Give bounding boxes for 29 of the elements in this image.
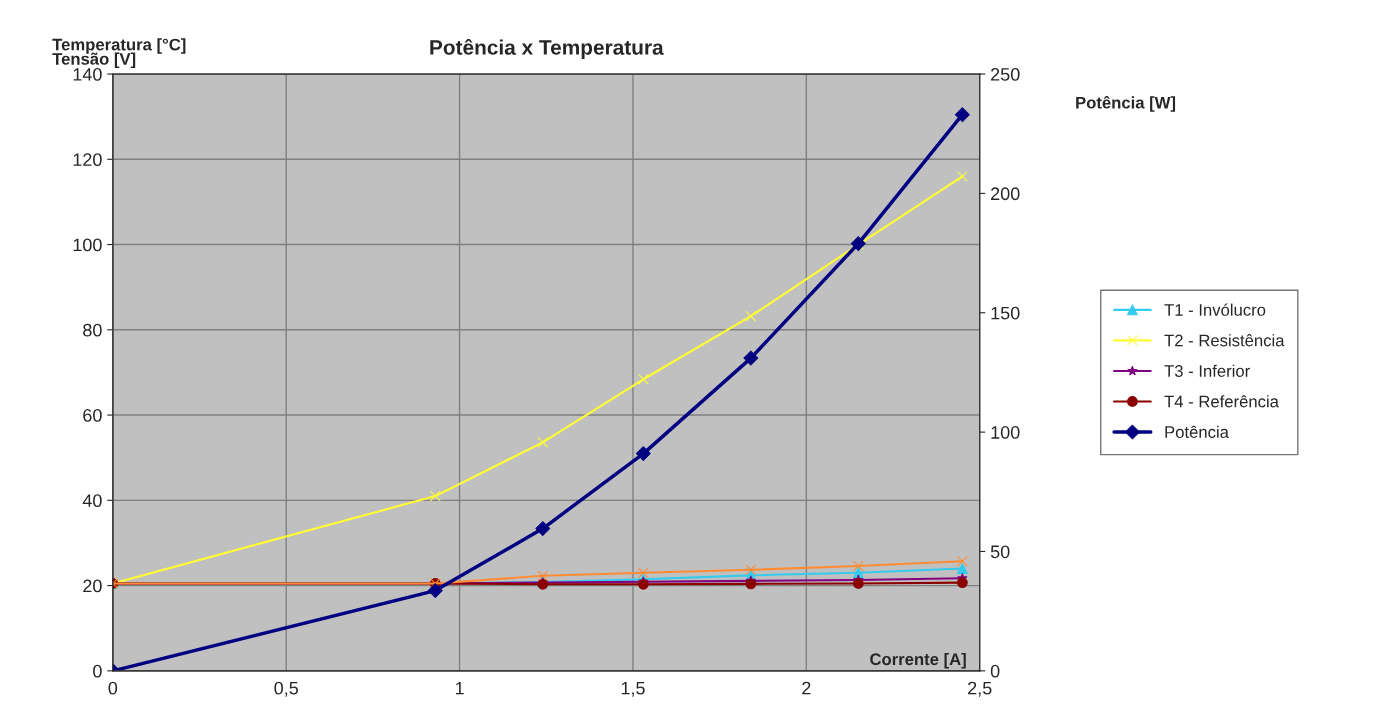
y-tick-label: 20 — [83, 579, 102, 593]
y2-tick-label: 200 — [991, 187, 1020, 201]
y-tick-label: 0 — [93, 664, 102, 678]
x-tick-label: 2 — [802, 681, 811, 695]
y2-tick-label: 150 — [991, 306, 1020, 320]
x-tick-label: 2,5 — [968, 681, 992, 697]
legend-label: T1 - Invólucro — [1164, 303, 1266, 316]
y-tick-label: 100 — [73, 238, 102, 252]
y2-tick-label: 50 — [990, 545, 1010, 559]
y-tick-label: 80 — [83, 323, 102, 337]
y-tick-label: 120 — [73, 153, 102, 167]
legend-label: T4 - Referência — [1164, 395, 1279, 408]
chart-title: Potência x Temperatura — [430, 39, 664, 59]
y2-tick-label: 250 — [991, 67, 1020, 81]
legend-label: T2 - Resistência — [1164, 334, 1285, 347]
y-tick-label: 140 — [73, 67, 102, 81]
x-tick-label: 0 — [108, 681, 118, 695]
legend-label: Potência — [1165, 425, 1229, 438]
y-axis-title: Temperatura [°C] Tensão [V] — [52, 38, 186, 69]
y2-tick-label: 0 — [990, 664, 1000, 678]
legend-label: T3 - Inferior — [1164, 364, 1250, 377]
y2-axis-title: Potência [W] — [1076, 95, 1176, 112]
x-tick-label: 1,5 — [621, 681, 645, 697]
x-axis-title: Corrente [A] — [870, 652, 966, 669]
y-tick-label: 60 — [83, 409, 102, 422]
x-tick-label: 0,5 — [274, 681, 298, 697]
y-tick-label: 40 — [82, 494, 102, 508]
y2-tick-label: 100 — [991, 426, 1020, 439]
x-tick-label: 1 — [455, 681, 464, 695]
